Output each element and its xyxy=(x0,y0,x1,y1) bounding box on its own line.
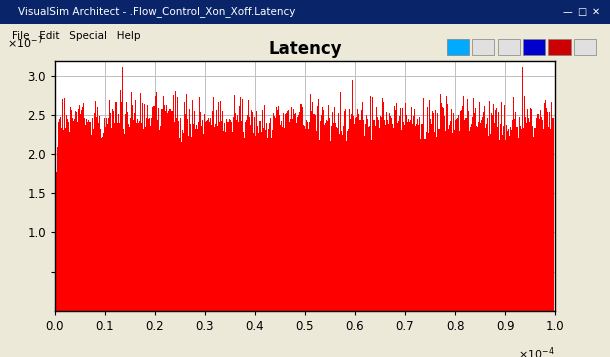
Text: File   Edit   Special   Help: File Edit Special Help xyxy=(12,31,141,41)
Bar xyxy=(523,40,545,55)
Bar xyxy=(447,40,469,55)
Bar xyxy=(498,40,520,55)
Title: Latency: Latency xyxy=(268,40,342,58)
Text: □: □ xyxy=(576,7,586,17)
Bar xyxy=(472,40,495,55)
Text: VisualSim Architect - .Flow_Control_Xon_Xoff.Latency: VisualSim Architect - .Flow_Control_Xon_… xyxy=(18,6,296,17)
Bar xyxy=(0,0,610,24)
Bar xyxy=(548,40,570,55)
Text: $\times10^{-7}$: $\times10^{-7}$ xyxy=(7,34,44,51)
Text: —: — xyxy=(562,7,572,17)
Text: ✕: ✕ xyxy=(591,7,600,17)
Bar xyxy=(574,40,596,55)
Text: $\times10^{-4}$: $\times10^{-4}$ xyxy=(518,346,555,357)
